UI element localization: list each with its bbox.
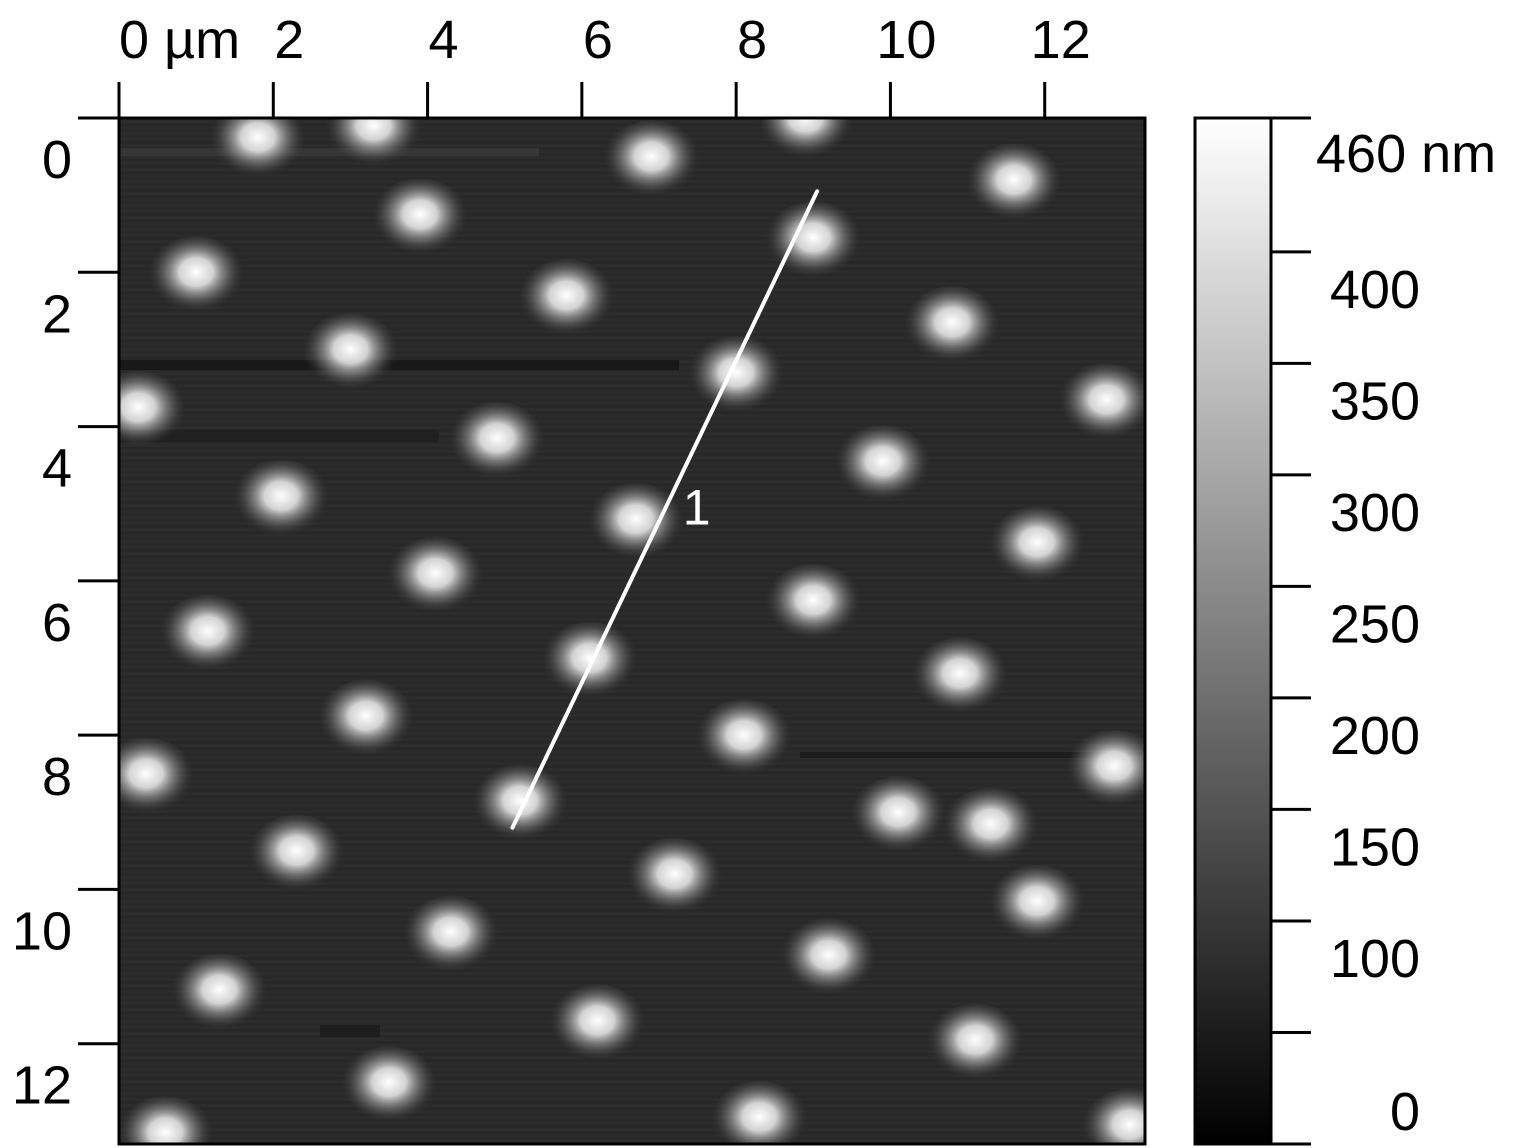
afm-image: 1 (90, 82, 1177, 1148)
scan-streak (119, 360, 679, 370)
particle (210, 101, 306, 181)
colorbar-tick-label: 200 (1330, 706, 1420, 766)
colorbar-tick-label: 400 (1330, 260, 1420, 320)
particle (912, 637, 1008, 717)
particle (696, 699, 792, 779)
colorbar-tick-label: 350 (1330, 371, 1420, 431)
particle (341, 1046, 437, 1126)
particle (1058, 363, 1154, 443)
particle (160, 595, 256, 675)
left-axis-tick-label: 4 (42, 439, 72, 499)
colorbar-gradient (1195, 118, 1271, 1144)
particle (233, 460, 329, 540)
particle (248, 815, 344, 895)
particle (765, 564, 861, 644)
particle (449, 402, 545, 482)
particle (90, 371, 186, 451)
left-axis-tick-label: 8 (42, 747, 72, 807)
top-axis-tick-label: 12 (1031, 10, 1091, 70)
scan-streak (119, 148, 539, 156)
colorbar-tick-label: 0 (1390, 1082, 1420, 1142)
particle (850, 776, 946, 856)
particle (904, 286, 1000, 366)
particle (372, 178, 468, 258)
particle (989, 865, 1085, 945)
particle (148, 236, 244, 316)
particle (835, 425, 931, 505)
particle (403, 896, 499, 976)
left-axis-tick-label: 0 (42, 130, 72, 190)
particle (588, 483, 684, 563)
particle (98, 738, 194, 818)
top-axis-tick-label: 4 (429, 10, 459, 70)
particle (549, 984, 645, 1064)
top-axis-tick-label: 10 (876, 10, 936, 70)
top-axis-tick-label: 0 µm (119, 10, 240, 70)
particle (326, 90, 422, 170)
scan-streak (320, 1025, 380, 1037)
colorbar-tick-label: 250 (1330, 594, 1420, 654)
left-axis-tick-label: 12 (12, 1056, 72, 1116)
particle (171, 954, 267, 1034)
top-axis-tick-label: 2 (274, 10, 304, 70)
particle (989, 506, 1085, 586)
top-axis-tick-label: 8 (737, 10, 767, 70)
colorbar-tick-label: 460 nm (1316, 124, 1496, 184)
left-axis: 0 2 4 6 8 10 12 (12, 118, 119, 1144)
particle (518, 259, 614, 339)
profile-line-label: 1 (683, 480, 711, 536)
particle (943, 788, 1039, 868)
particle (1066, 730, 1162, 810)
left-axis-tick-label: 6 (42, 593, 72, 653)
colorbar-tick-label: 100 (1330, 929, 1420, 989)
colorbar-tick-label: 150 (1330, 817, 1420, 877)
particle (302, 313, 398, 393)
scan-line-texture (119, 118, 1145, 1144)
particle (626, 838, 722, 918)
particle (472, 765, 568, 845)
colorbar-tick-label: 300 (1330, 483, 1420, 543)
particle (927, 1004, 1023, 1084)
top-axis-tick-label: 6 (583, 10, 613, 70)
particle (688, 336, 784, 416)
left-axis-tick-label: 10 (12, 901, 72, 961)
particle (542, 622, 638, 702)
top-axis: 0 µm 2 4 6 8 10 12 (78, 10, 1145, 118)
particle (781, 919, 877, 999)
particle (758, 82, 854, 162)
colorbar-ticks: 460 nm 400 350 300 250 200 150 100 0 (1271, 118, 1496, 1144)
colorbar: 460 nm 400 350 300 250 200 150 100 0 (1195, 118, 1496, 1144)
left-axis-tick-label: 2 (42, 284, 72, 344)
particle (318, 680, 414, 760)
particle (966, 144, 1062, 224)
particle (387, 537, 483, 617)
particle (603, 120, 699, 200)
